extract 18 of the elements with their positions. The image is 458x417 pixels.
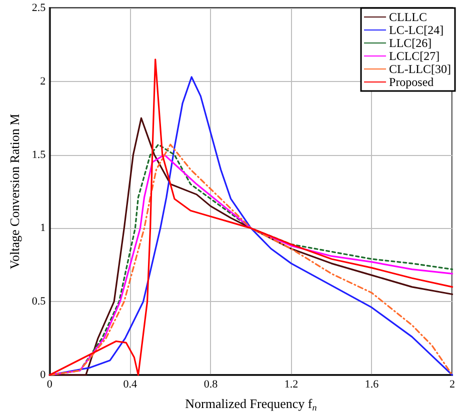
legend-label: LLC[26] bbox=[389, 36, 432, 50]
x-tick-label: 2 bbox=[450, 378, 455, 390]
y-tick-label: 1 bbox=[40, 222, 46, 234]
legend-label: Proposed bbox=[389, 75, 434, 89]
y-tick-label: 2.5 bbox=[32, 2, 46, 14]
legend-label: CLLLC bbox=[389, 10, 428, 24]
legend-label: CL-LLC[30] bbox=[389, 62, 452, 76]
y-tick-label: 0.5 bbox=[32, 296, 46, 308]
x-tick-label: 0.4 bbox=[123, 378, 138, 390]
y-tick-label: 0 bbox=[40, 369, 46, 381]
x-tick-label: 1.2 bbox=[284, 378, 298, 390]
y-tick-label: 2 bbox=[40, 75, 46, 88]
x-tick-label: 1.6 bbox=[364, 378, 380, 390]
legend-label: LCLC[27] bbox=[389, 49, 440, 63]
x-tick-label: 0.8 bbox=[204, 378, 218, 390]
y-axis-title: Voltage Conversion Ration M bbox=[7, 113, 22, 270]
legend-label: LC-LC[24] bbox=[389, 23, 444, 37]
y-tick-label: 1.5 bbox=[32, 148, 46, 161]
